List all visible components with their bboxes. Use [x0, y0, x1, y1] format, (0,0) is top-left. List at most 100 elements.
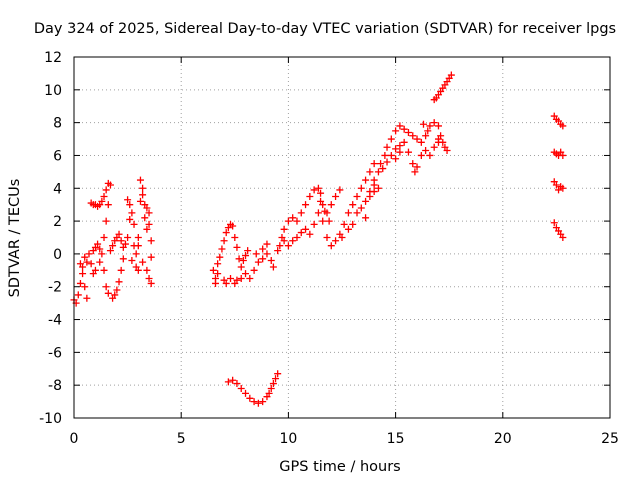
data-point	[284, 217, 292, 225]
y-tick-label: 8	[53, 116, 62, 132]
data-point	[362, 214, 370, 222]
data-point	[76, 279, 84, 287]
data-point	[344, 209, 352, 217]
data-point	[132, 250, 140, 258]
data-point	[106, 247, 114, 255]
data-point	[139, 258, 147, 266]
y-tick-label: 0	[53, 247, 62, 263]
x-tick-label: 20	[494, 431, 512, 447]
data-point	[106, 181, 114, 189]
data-point	[353, 192, 361, 200]
data-point	[267, 256, 275, 264]
data-point	[237, 275, 245, 283]
data-point	[130, 220, 138, 228]
data-point	[422, 132, 430, 140]
data-point	[244, 247, 252, 255]
data-point	[259, 245, 267, 253]
data-point	[147, 237, 155, 245]
data-point	[136, 197, 144, 205]
data-point	[409, 160, 417, 168]
data-point	[332, 192, 340, 200]
data-point	[374, 184, 382, 192]
data-point	[413, 163, 421, 171]
data-point	[83, 258, 91, 266]
y-tick-label: 10	[44, 83, 62, 99]
data-point	[357, 184, 365, 192]
data-point	[419, 120, 427, 128]
data-point	[246, 275, 254, 283]
data-point	[409, 132, 417, 140]
data-point	[317, 189, 325, 197]
data-point	[145, 209, 153, 217]
data-point	[100, 266, 108, 274]
data-point	[289, 237, 297, 245]
data-point	[302, 225, 310, 233]
y-axis-label: SDTVAR / TECUs	[7, 179, 23, 298]
data-point	[263, 250, 271, 258]
data-point	[102, 283, 110, 291]
data-point	[327, 201, 335, 209]
data-point	[102, 217, 110, 225]
data-point	[128, 209, 136, 217]
data-point	[102, 186, 110, 194]
data-point	[293, 217, 301, 225]
data-point	[430, 143, 438, 151]
data-point	[413, 135, 421, 143]
data-point	[552, 181, 560, 189]
data-point	[91, 266, 99, 274]
data-cluster	[550, 112, 567, 241]
data-point	[216, 253, 224, 261]
data-point	[143, 204, 151, 212]
data-point	[126, 201, 134, 209]
data-point	[387, 135, 395, 143]
data-point	[332, 237, 340, 245]
data-point	[263, 240, 271, 248]
data-point	[362, 176, 370, 184]
data-point	[447, 71, 455, 79]
data-point	[327, 242, 335, 250]
data-point	[306, 192, 314, 200]
data-point	[124, 234, 132, 241]
data-point	[212, 279, 220, 287]
data-point	[280, 237, 288, 245]
data-point	[128, 256, 136, 264]
data-point	[426, 122, 434, 130]
data-point	[314, 184, 322, 192]
data-cluster	[209, 220, 288, 287]
data-point	[141, 214, 149, 222]
data-point	[400, 125, 408, 133]
data-point	[381, 151, 389, 159]
data-point	[139, 184, 147, 192]
data-point	[344, 225, 352, 233]
data-point	[383, 143, 391, 151]
data-point	[254, 258, 262, 266]
data-point	[124, 196, 132, 204]
data-points	[70, 71, 567, 407]
data-point	[559, 184, 567, 192]
data-point	[424, 127, 432, 135]
data-point	[422, 147, 430, 155]
data-point	[94, 240, 102, 248]
data-point	[443, 147, 451, 155]
data-point	[302, 201, 310, 209]
data-point	[220, 237, 228, 245]
data-point	[98, 197, 106, 205]
data-point	[265, 389, 273, 397]
data-point	[233, 243, 241, 251]
data-point	[404, 128, 412, 136]
data-point	[366, 192, 374, 200]
data-point	[79, 270, 87, 278]
y-tick-label: 4	[53, 181, 62, 197]
data-point	[559, 122, 567, 130]
data-point	[319, 217, 327, 225]
data-point	[293, 234, 301, 241]
data-point	[98, 250, 106, 258]
x-axis-label: GPS time / hours	[279, 459, 400, 475]
data-cluster	[70, 176, 155, 307]
data-point	[239, 256, 247, 264]
data-point	[81, 283, 89, 291]
data-point	[136, 176, 144, 184]
data-point	[434, 135, 442, 143]
data-point	[222, 279, 230, 287]
